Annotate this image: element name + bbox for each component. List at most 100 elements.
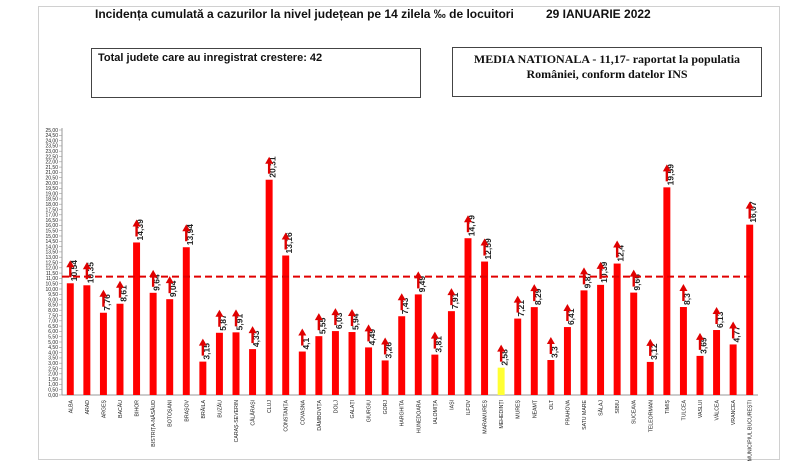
- y-tick-label: 17,00: [45, 213, 58, 219]
- trend-up-arrow-icon: [331, 308, 340, 316]
- y-tick-label: 9,50: [48, 292, 58, 298]
- data-label: 8,61: [118, 285, 128, 302]
- trend-up-arrow-icon: [149, 269, 158, 277]
- data-label: 12,59: [483, 238, 493, 260]
- trend-up-arrow-icon: [198, 338, 207, 346]
- category-label: CONSTANȚA: [284, 399, 290, 431]
- data-label: 4,49: [367, 329, 377, 346]
- trend-up-arrow-icon: [497, 344, 506, 352]
- category-label: PRAHOVA: [565, 399, 571, 425]
- trend-up-arrow-icon: [364, 324, 373, 332]
- data-label: 9,66: [632, 274, 642, 291]
- data-label: 6,13: [715, 311, 725, 328]
- data-label: 2,58: [500, 349, 510, 366]
- bar: [464, 238, 472, 395]
- trend-up-arrow-icon: [447, 288, 456, 296]
- y-tick-label: 1,50: [48, 377, 58, 383]
- data-label: 12,4: [616, 245, 626, 262]
- category-label: TULCEA: [681, 399, 687, 420]
- category-label: SUCEAVA: [632, 399, 638, 424]
- data-label: 8,3: [682, 293, 692, 305]
- category-label: IAȘI: [449, 400, 455, 410]
- trend-up-arrow-icon: [248, 326, 257, 334]
- data-label: 10,54: [69, 260, 79, 282]
- category-label: BOTOȘANI: [168, 400, 174, 427]
- y-tick-label: 13,00: [45, 255, 58, 261]
- trend-up-arrow-icon: [563, 304, 572, 312]
- y-tick-label: 18,00: [45, 202, 58, 208]
- y-tick-label: 15,50: [45, 229, 58, 235]
- category-label: VÂLCEA: [714, 399, 721, 420]
- y-tick-label: 2,00: [48, 372, 58, 378]
- trend-up-arrow-icon: [580, 267, 588, 275]
- y-tick-label: 11,50: [46, 271, 58, 277]
- bar: [646, 361, 654, 395]
- bar: [298, 351, 306, 395]
- y-tick-label: 4,00: [48, 350, 58, 356]
- y-tick-label: 25,00: [45, 128, 58, 134]
- category-label: GIURGIU: [367, 400, 373, 422]
- y-tick-label: 21,00: [45, 170, 58, 176]
- bar: [215, 332, 223, 395]
- bar: [398, 316, 406, 395]
- chart-title: Incidența cumulată a cazurilor la nivel …: [95, 7, 514, 21]
- bar: [232, 332, 240, 395]
- y-tick-label: 12,50: [45, 260, 58, 266]
- data-label: 4,33: [251, 330, 261, 347]
- data-label: 3,81: [433, 336, 443, 353]
- trend-up-arrow-icon: [99, 289, 108, 297]
- trend-up-arrow-icon: [116, 280, 124, 288]
- y-tick-label: 2,50: [48, 366, 58, 372]
- y-tick-label: 13,50: [45, 250, 58, 256]
- y-tick-label: 24,50: [45, 133, 58, 139]
- y-tick-label: 7,00: [48, 319, 58, 325]
- y-tick-label: 22,00: [45, 160, 58, 166]
- y-tick-label: 18,50: [45, 197, 58, 203]
- category-label: MUREȘ: [516, 399, 522, 418]
- data-label: 10,35: [85, 262, 95, 284]
- data-label: 13,94: [185, 224, 195, 246]
- category-label: VASLUI: [698, 400, 704, 418]
- trend-up-arrow-icon: [629, 269, 638, 277]
- trend-up-arrow-icon: [82, 262, 91, 270]
- data-label: 7,91: [450, 292, 460, 309]
- y-tick-label: 20,50: [45, 176, 58, 182]
- y-tick-label: 14,50: [45, 239, 58, 245]
- category-label: DOLJ: [333, 400, 339, 414]
- trend-up-arrow-icon: [348, 309, 356, 317]
- y-tick-label: 20,00: [45, 181, 58, 187]
- bar: [133, 242, 141, 395]
- category-label: ARGEȘ: [101, 399, 107, 418]
- growth-count-text: Total judete care au inregistrat crester…: [98, 52, 323, 64]
- trend-up-arrow-icon: [397, 293, 406, 301]
- category-label: HARGHITA: [400, 399, 406, 426]
- category-label: BUZĂU: [216, 400, 223, 418]
- category-label: BIHOR: [135, 400, 141, 417]
- category-label: OLT: [549, 399, 555, 410]
- trend-up-arrow-icon: [464, 215, 472, 223]
- y-tick-label: 9,00: [48, 297, 58, 303]
- y-tick-label: 23,00: [45, 149, 58, 155]
- bar: [613, 263, 621, 395]
- data-label: 9,49: [417, 276, 427, 293]
- data-label: 7,21: [516, 300, 526, 317]
- trend-up-arrow-icon: [66, 260, 75, 268]
- y-tick-label: 17,50: [45, 207, 58, 213]
- y-tick-label: 6,50: [48, 324, 58, 330]
- bar: [99, 312, 107, 395]
- bar: [713, 330, 721, 395]
- y-tick-label: 5,00: [48, 340, 58, 346]
- trend-up-arrow-icon: [182, 224, 191, 232]
- category-label: TELEORMAN: [648, 400, 654, 433]
- y-tick-label: 15,00: [45, 234, 58, 240]
- y-tick-label: 7,50: [48, 313, 58, 319]
- bar: [282, 255, 290, 395]
- y-tick-label: 22,50: [45, 154, 58, 160]
- bar: [149, 292, 157, 395]
- data-label: 20,31: [268, 156, 278, 178]
- bar: [481, 261, 489, 395]
- national-average-box: MEDIA NATIONALA - 11,17- raportat la pop…: [452, 47, 762, 97]
- data-label: 7,43: [400, 297, 410, 314]
- bar: [265, 179, 273, 395]
- data-label: 3,12: [649, 343, 659, 360]
